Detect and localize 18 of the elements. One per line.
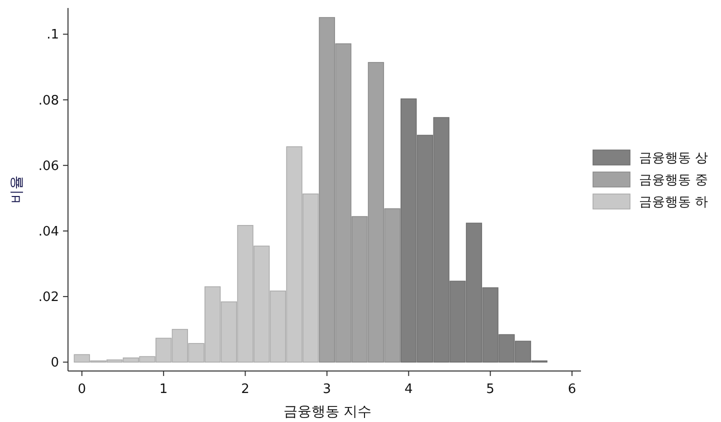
x-tick-label: 1 [159,382,168,397]
x-tick-label: 3 [322,382,332,397]
y-tick-label: .1 [46,28,59,43]
x-tick-label: 2 [241,382,250,397]
x-tick-label: 0 [78,382,86,397]
y-tick-label: .08 [38,93,59,108]
y-tick-label: .06 [38,158,59,174]
legend-label: 금융행동 상 [639,151,708,166]
x-tick-label: 4 [404,382,413,397]
legend-label: 금융행동 하 [639,195,708,210]
x-tick-label: 6 [568,382,576,397]
y-axis-title: 비율 [9,176,25,204]
x-tick-label: 5 [486,382,494,397]
y-tick-label: .04 [38,224,59,240]
x-axis-title: 금융행동 지수 [283,404,372,420]
legend-label: 금융행동 중 [639,173,708,188]
y-tick-label: .02 [38,290,59,306]
y-tick-label: 0 [50,356,59,371]
